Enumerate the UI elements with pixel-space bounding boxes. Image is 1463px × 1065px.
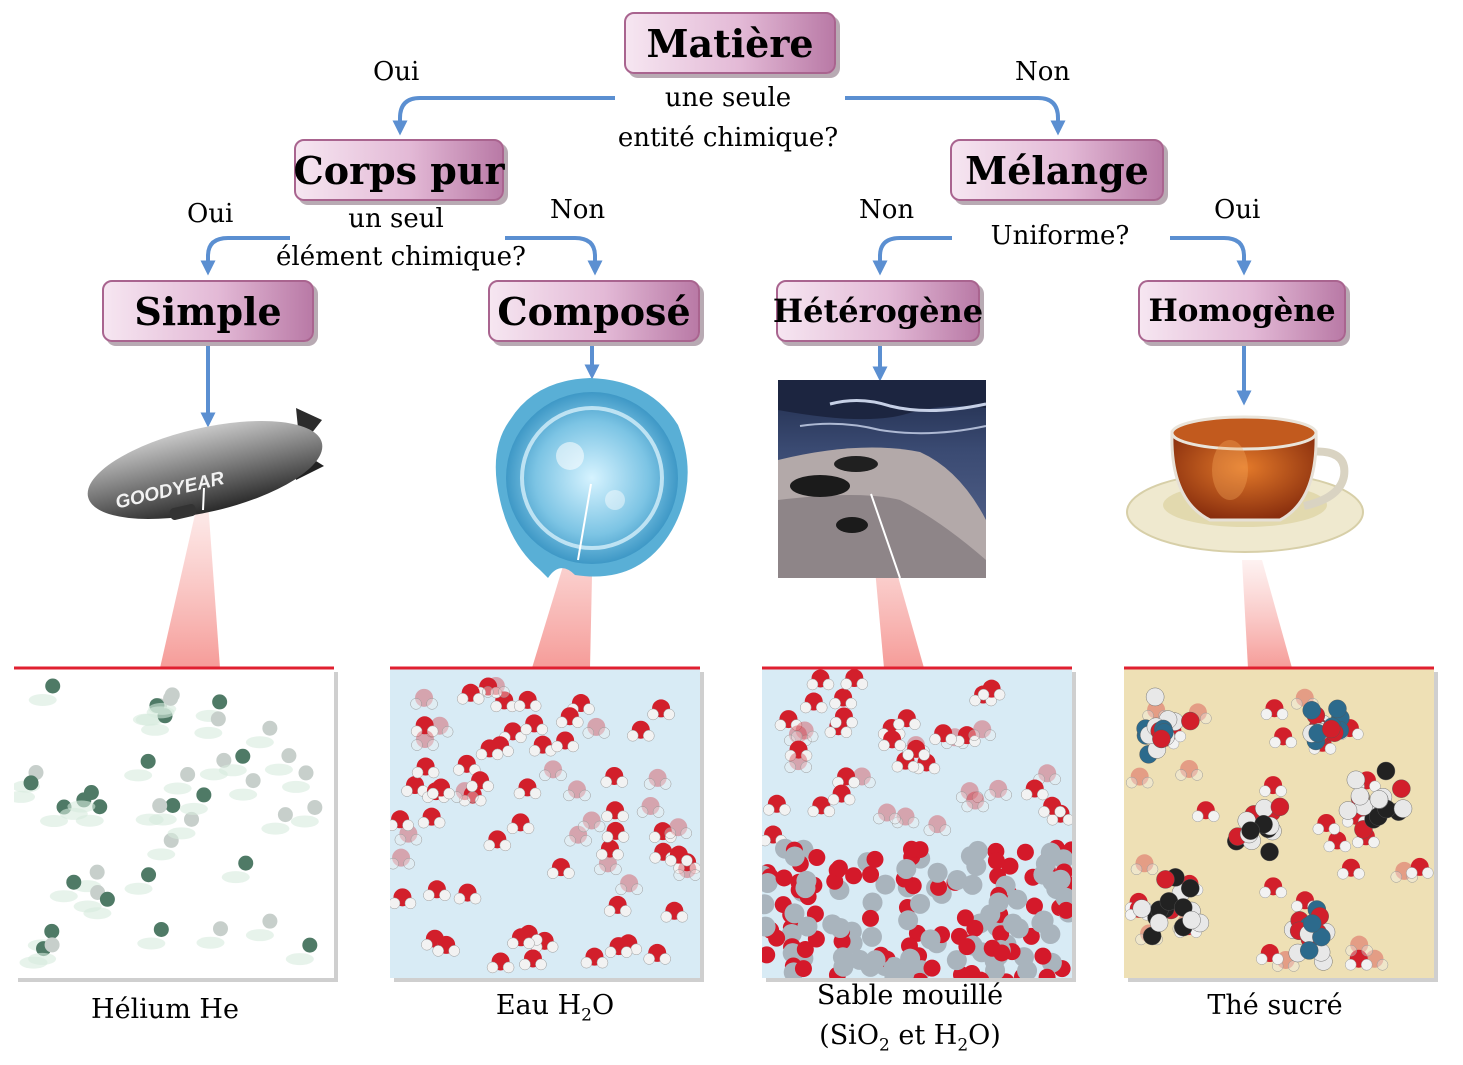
question-melange: Uniforme?	[990, 221, 1130, 251]
question-corps-pur-line2: élément chimique?	[276, 242, 526, 272]
label-corps-pur-yes: Oui	[187, 199, 234, 229]
arrow-corps-pur-to-compose	[505, 236, 603, 276]
question-corps-pur-line1: un seul	[348, 204, 444, 234]
caption-water: Eau H2O	[430, 986, 680, 1035]
node-compose: Composé	[488, 280, 700, 342]
question-root-line2: entité chimique?	[617, 123, 839, 153]
panel-water	[390, 666, 704, 982]
zoom-cone-helium	[160, 488, 220, 668]
caption-water-sub: 2	[581, 1005, 592, 1026]
caption-water-a: Eau H	[495, 990, 582, 1021]
node-simple-title: Simple	[134, 288, 282, 334]
caption-helium: Hélium He	[91, 994, 239, 1025]
blimp-icon: GOODYEAR	[87, 408, 324, 520]
question-corps-pur: un seul élément chimique?	[276, 200, 526, 276]
label-root-no: Non	[1015, 57, 1071, 87]
node-corps-pur-title: Corps pur	[293, 147, 505, 193]
node-melange: Mélange	[950, 139, 1164, 201]
node-matiere-title: Matière	[646, 20, 814, 66]
arrow-corps-pur-to-simple	[200, 236, 290, 276]
label-corps-pur-no: Non	[550, 195, 606, 225]
question-root-line1: une seule	[664, 83, 792, 113]
arrow-root-to-melange	[845, 96, 1066, 136]
arrow-melange-to-homogene	[1170, 236, 1252, 276]
node-heterogene-title: Hétérogène	[772, 292, 984, 330]
node-homogene-title: Homogène	[1148, 293, 1336, 329]
node-matiere: Matière	[624, 12, 836, 74]
question-root: une seule entité chimique?	[608, 78, 848, 158]
node-corps-pur: Corps pur	[293, 139, 505, 201]
panel-helium	[14, 666, 338, 982]
arrow-melange-to-heterogene	[872, 236, 952, 276]
node-heterogene: Hétérogène	[772, 280, 984, 342]
caption-sand: Sable mouillé (SiO2 et H2O)	[780, 976, 1040, 1065]
node-compose-title: Composé	[497, 288, 691, 334]
label-melange-yes: Oui	[1214, 195, 1261, 225]
zoom-cones	[160, 484, 1292, 668]
label-melange-no: Non	[859, 195, 915, 225]
caption-sand-line2: (SiO2 et H2O)	[819, 1020, 1001, 1056]
caption-tea: Thé sucré	[1207, 990, 1343, 1021]
molecular-panels	[14, 666, 1438, 982]
caption-sand-line1: Sable mouillé	[816, 980, 1004, 1011]
label-root-yes: Oui	[373, 57, 420, 87]
node-melange-title: Mélange	[965, 147, 1149, 193]
water-splash-icon	[495, 378, 688, 578]
node-homogene: Homogène	[1138, 280, 1346, 342]
zoom-cone-tea	[1242, 560, 1292, 668]
arrow-root-to-corps-pur	[392, 96, 615, 136]
tea-cup-icon	[1126, 415, 1364, 553]
panel-tea	[1124, 666, 1438, 982]
panel-sand	[762, 666, 1076, 982]
wet-sand-beach-icon	[778, 380, 987, 579]
connector-arrows	[200, 96, 1252, 428]
node-simple: Simple	[102, 280, 314, 342]
caption-water-b: O	[592, 990, 615, 1021]
